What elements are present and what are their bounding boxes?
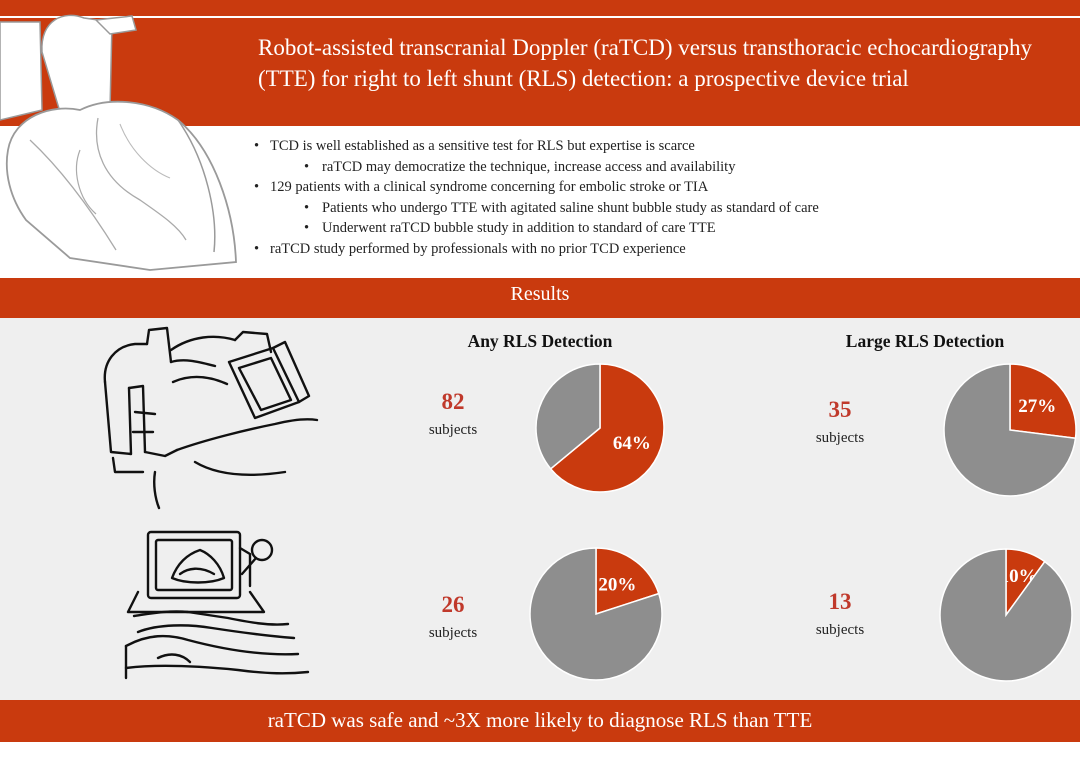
top-divider-line <box>0 16 1080 18</box>
page-title: Robot-assisted transcranial Doppler (raT… <box>258 35 1033 91</box>
pie-percent-label: 10% <box>1000 566 1038 587</box>
column-header-any: Any RLS Detection <box>467 331 613 351</box>
pie-slice-rest <box>939 548 1073 682</box>
pie-percent-label: 64% <box>613 433 651 454</box>
bottom-strip <box>0 742 1080 760</box>
subject-label: subjects <box>815 622 865 638</box>
header-banner <box>0 18 1080 126</box>
bullet-icon: • <box>304 199 310 216</box>
footer-bar <box>0 700 1080 742</box>
subject-label: subjects <box>428 422 478 438</box>
top-accent-strip <box>0 0 1080 16</box>
pie-slice-highlight <box>1009 363 1077 440</box>
robot-headset-icon <box>103 326 319 510</box>
bullet-icon: • <box>254 240 260 257</box>
results-bar <box>0 278 1080 318</box>
bullet-item: • raTCD study performed by professionals … <box>250 239 1070 260</box>
pie-slice-rest <box>529 547 663 681</box>
bullet-icon: • <box>304 220 310 236</box>
subject-count: 13 <box>828 589 852 614</box>
bullet-icon: • <box>254 179 260 195</box>
subject-label: subjects <box>428 625 478 641</box>
subject-label: subjects <box>815 430 865 446</box>
subject-count: 26 <box>441 592 465 617</box>
ultrasound-patient-icon <box>124 530 310 680</box>
bullet-item: • Patients who undergo TTE with agitated … <box>250 198 1070 219</box>
bullet-list: • TCD is well established as a sensitive … <box>250 136 1070 259</box>
bullet-icon: • <box>254 138 260 154</box>
bullet-item: • TCD is well established as a sensitive … <box>250 136 1070 157</box>
pie-slice-highlight <box>549 363 665 493</box>
heart-illustration-icon <box>0 14 237 271</box>
pie-percent-label: 20% <box>598 575 636 596</box>
column-header-large: Large RLS Detection <box>845 331 1005 351</box>
footer-conclusion: raTCD was safe and ~3X more likely to di… <box>267 708 813 732</box>
bullet-item: • raTCD may democratize the technique, in… <box>250 157 1070 178</box>
subject-count: 35 <box>828 397 852 422</box>
pie-percent-label: 27% <box>1018 396 1056 417</box>
subject-count: 82 <box>441 389 465 414</box>
bullet-item: • Underwent raTCD bubble study in additio… <box>250 218 1070 239</box>
pie-slice-rest <box>535 363 601 470</box>
bullet-icon: • <box>304 158 310 175</box>
results-label: Results <box>510 283 570 305</box>
pie-slice-highlight <box>595 547 660 616</box>
pie-slice-rest <box>943 363 1077 497</box>
bullet-item: • 129 patients with a clinical syndrome c… <box>250 177 1070 198</box>
